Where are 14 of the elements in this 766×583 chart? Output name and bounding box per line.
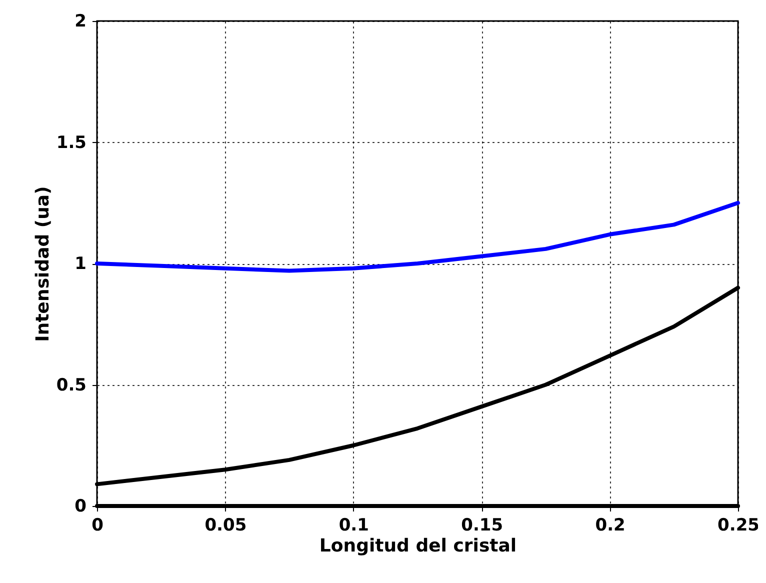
line-series <box>95 200 740 273</box>
y-tick-label: 0 <box>74 496 87 516</box>
y-tick-label: 0.5 <box>56 375 86 396</box>
y-tick-label: 1 <box>74 254 86 274</box>
y-tick-label: 1.5 <box>56 132 86 153</box>
x-tick-label: 0.2 <box>595 516 626 536</box>
y-axis-title: Intensidad (ua) <box>32 186 54 342</box>
x-tick-label: 0 <box>92 516 104 536</box>
y-tick-label: 2 <box>74 12 86 32</box>
x-tick-label: 0.1 <box>338 516 369 536</box>
x-axis-title: Longitud del cristal <box>319 536 517 556</box>
x-tick-label: 0.25 <box>718 516 760 536</box>
x-tick-label: 0.15 <box>461 516 504 536</box>
x-tick-label: 0.05 <box>204 516 247 536</box>
